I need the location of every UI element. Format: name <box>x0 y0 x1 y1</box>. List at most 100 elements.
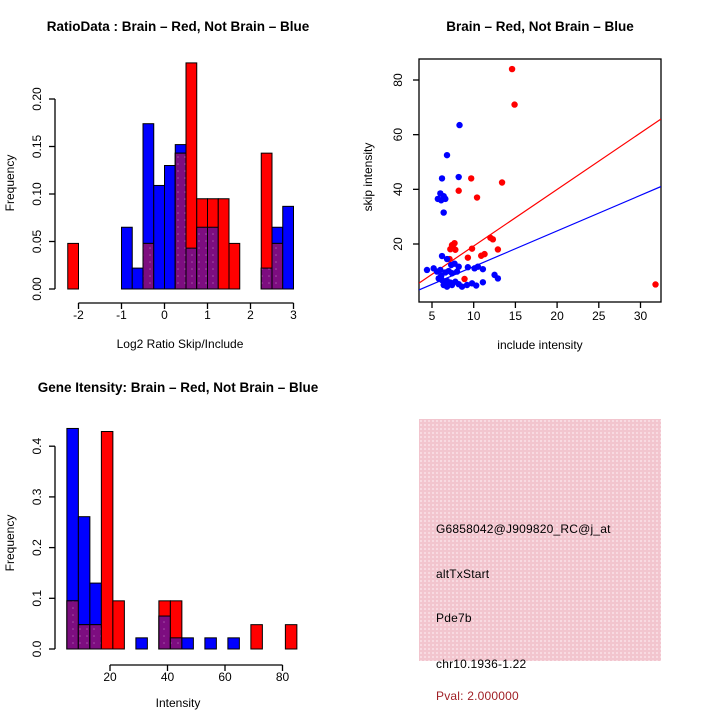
intensity-scatter-chart: Brain – Red, Not Brain – Blue include int… <box>361 19 662 352</box>
scatter-point-blue <box>438 175 446 182</box>
x-tick-label: 10 <box>467 309 481 323</box>
scatter-point-blue <box>440 209 447 216</box>
fit-line-red <box>419 118 661 284</box>
scatter-point-blue <box>437 266 444 274</box>
hist-bar-blue <box>135 637 148 650</box>
x-tick-label: 80 <box>276 670 290 684</box>
plot-area <box>419 65 661 291</box>
hist-bar-overlap <box>185 247 198 290</box>
x-tick-label: 15 <box>509 309 523 323</box>
x-tick-label: 3 <box>290 308 297 322</box>
y-tick-label: 0.0 <box>30 640 44 657</box>
hist-bar-blue <box>164 165 176 290</box>
hist-bar-overlap <box>89 624 102 650</box>
scatter-point-red <box>473 194 481 201</box>
splice-type-text: altTxStart <box>436 567 490 581</box>
hist-bar-blue <box>181 637 194 650</box>
y-tick-label: 60 <box>391 128 405 142</box>
scatter-point-red <box>508 65 516 73</box>
hist-bar-red <box>100 430 114 650</box>
scatter-point-blue <box>474 263 482 270</box>
scatter-point-red <box>511 101 518 108</box>
hist-bar-blue <box>121 226 133 290</box>
x-tick-label: 5 <box>429 309 436 323</box>
y-tick-label: 0.10 <box>30 182 44 206</box>
hist-bar-red <box>250 624 263 650</box>
scatter-point-red <box>468 245 476 252</box>
hist-bar-blue <box>131 267 144 290</box>
x-tick-label: 0 <box>161 308 168 322</box>
scatter-point-blue <box>473 282 480 289</box>
scatter-point-blue <box>455 263 462 270</box>
y-tick-label: 0.00 <box>30 277 44 301</box>
scatter-point-blue <box>443 151 451 159</box>
gene-symbol-text: Pde7b <box>436 611 472 625</box>
hist-bar-overlap <box>207 226 219 290</box>
chart-title: RatioData : Brain – Red, Not Brain – Blu… <box>47 19 310 34</box>
scatter-point-red <box>452 246 459 253</box>
scatter-point-red <box>489 236 497 243</box>
scatter-point-red <box>461 275 468 283</box>
hist-bar-overlap <box>169 637 183 650</box>
scatter-point-blue <box>453 268 461 275</box>
scatter-point-blue <box>463 281 471 289</box>
y-tick-label: 20 <box>391 237 405 251</box>
scatter-point-red <box>455 187 462 194</box>
scatter-point-blue <box>437 272 445 280</box>
locus-text: chr10.1936-1.22 <box>436 657 527 671</box>
scatter-point-blue <box>423 266 431 274</box>
x-axis-label: Intensity <box>156 696 201 710</box>
hist-bar-red <box>217 198 230 290</box>
hist-bar-overlap <box>196 226 208 290</box>
scatter-point-blue <box>456 121 463 129</box>
hist-bar-red <box>112 600 125 650</box>
x-tick-label: 1 <box>204 308 211 322</box>
scatter-point-red <box>478 252 485 259</box>
x-tick-label: 40 <box>161 670 175 684</box>
plot-box <box>418 58 662 303</box>
scatter-point-blue <box>448 270 456 277</box>
hist-bar-overlap <box>271 242 284 290</box>
scatter-point-blue <box>479 265 487 273</box>
hist-bar-overlap <box>174 152 187 290</box>
y-axis-label: Frequency <box>3 155 17 212</box>
ratio-histogram-chart: RatioData : Brain – Red, Not Brain – Blu… <box>3 19 310 351</box>
x-tick-label: -1 <box>116 308 127 322</box>
y-tick-label: 0.3 <box>30 488 44 505</box>
scatter-point-blue <box>458 283 466 290</box>
y-tick-label: 40 <box>391 182 405 196</box>
x-tick-label: 2 <box>247 308 254 322</box>
chart-title: Brain – Red, Not Brain – Blue <box>446 19 634 34</box>
hist-bar-overlap <box>158 615 171 650</box>
x-axis-label: Log2 Ratio Skip/Include <box>117 337 244 351</box>
scatter-point-red <box>494 246 502 253</box>
panel-intensity-scatter: Brain – Red, Not Brain – Blue include int… <box>360 0 720 360</box>
scatter-point-blue <box>494 275 502 282</box>
x-axis-label: include intensity <box>497 338 582 352</box>
scatter-point-red <box>652 281 659 288</box>
scatter-point-blue <box>443 255 451 263</box>
scatter-point-blue <box>440 192 447 200</box>
y-tick-label: 0.4 <box>30 438 44 455</box>
y-axis-label: skip intensity <box>361 143 375 212</box>
scatter-point-blue <box>455 173 462 181</box>
hist-bar-blue <box>204 637 217 650</box>
y-tick-label: 0.15 <box>30 134 44 158</box>
x-tick-label: 30 <box>634 309 648 323</box>
x-tick-label: 60 <box>218 670 232 684</box>
gene-info-box: G6858042@J909820_RC@j_at altTxStart Pde7… <box>419 419 661 703</box>
hist-bar-red <box>284 624 298 650</box>
scatter-point-red <box>467 175 475 182</box>
y-tick-label: 0.20 <box>30 87 44 111</box>
scatter-point-blue <box>479 279 487 286</box>
hist-bar-overlap <box>142 242 155 290</box>
panel-ratio-histogram: RatioData : Brain – Red, Not Brain – Blu… <box>0 0 360 360</box>
scatter-point-blue <box>440 281 447 289</box>
gene-histogram-chart: Gene Itensity: Brain – Red, Not Brain – … <box>3 380 319 710</box>
hist-bar-overlap <box>66 600 79 650</box>
hist-bar-blue <box>227 637 240 650</box>
scatter-point-red <box>464 254 472 261</box>
x-tick-label: 20 <box>550 309 564 323</box>
hist-bar-blue <box>282 205 294 290</box>
y-tick-label: 0.2 <box>30 539 44 556</box>
